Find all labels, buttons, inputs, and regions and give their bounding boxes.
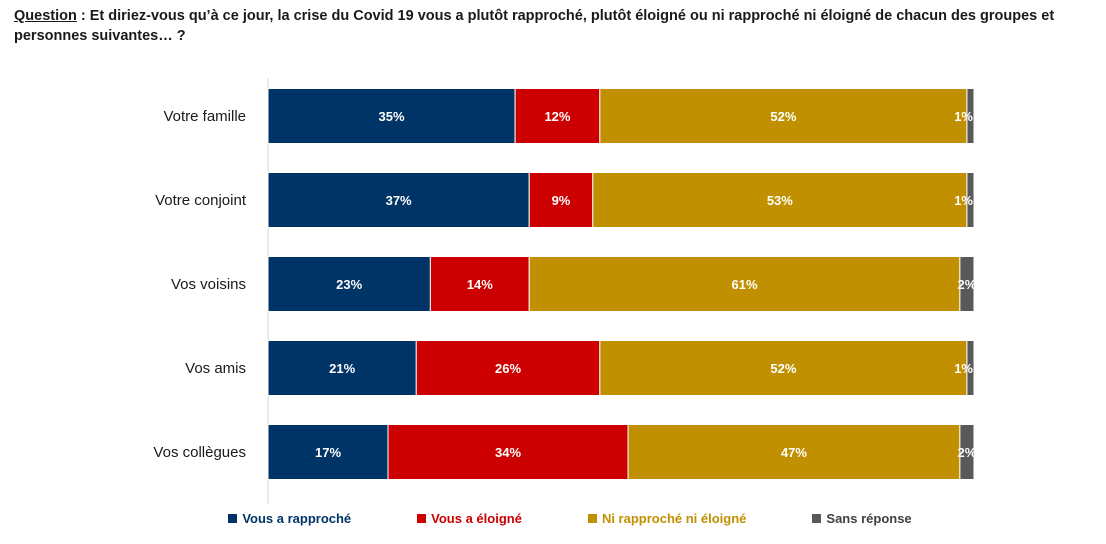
value-label-votre-conjoint-vous-a-eloigne: 9% bbox=[552, 193, 571, 208]
question-text: Question : Et diriez-vous qu’à ce jour, … bbox=[14, 6, 1099, 46]
stacked-bar-chart: Votre famille 35% 12% 52% 1% Votre conjoint 37… bbox=[153, 78, 977, 504]
value-label-vos-collegues-sans-reponse: 2% bbox=[958, 445, 977, 460]
value-label-vos-voisins-vous-a-rapproche: 23% bbox=[336, 277, 362, 292]
value-label-vos-collegues-vous-a-eloigne: 34% bbox=[495, 445, 521, 460]
category-label-vos-voisins: Vos voisins bbox=[171, 276, 246, 293]
bar-vos-collegues-sans-reponse bbox=[959, 424, 975, 480]
legend-label-ni-rapproche-ni-eloigne: Ni rapproché ni éloigné bbox=[601, 511, 747, 526]
value-label-vos-voisins-ni-rapproche-ni-eloigne: 61% bbox=[732, 277, 758, 292]
bar-votre-conjoint-ni-rapproche-ni-eloigne bbox=[592, 172, 968, 228]
legend-item-ni-rapproche-ni-eloigne: Ni rapproché ni éloigné bbox=[554, 511, 746, 526]
bar-vos-voisins-sans-reponse bbox=[959, 256, 975, 312]
question-label: Question bbox=[14, 8, 77, 24]
value-label-vos-voisins-sans-reponse: 2% bbox=[958, 277, 977, 292]
question-body: Et diriez-vous qu’à ce jour, la crise du… bbox=[14, 8, 1055, 44]
value-label-votre-famille-vous-a-rapproche: 35% bbox=[379, 109, 405, 124]
category-label-votre-conjoint: Votre conjoint bbox=[155, 192, 247, 209]
legend-label-vous-a-rapproche: Vous a rapproché bbox=[242, 511, 352, 526]
bar-vos-amis-sans-reponse bbox=[966, 340, 975, 396]
bar-votre-famille-ni-rapproche-ni-eloigne bbox=[599, 88, 968, 144]
legend-swatch-vous-a-rapproche bbox=[228, 514, 238, 523]
value-label-votre-famille-vous-a-eloigne: 12% bbox=[544, 109, 570, 124]
value-label-votre-conjoint-vous-a-rapproche: 37% bbox=[386, 193, 412, 208]
value-label-vos-amis-vous-a-eloigne: 26% bbox=[495, 361, 521, 376]
category-label-votre-famille: Votre famille bbox=[163, 108, 246, 125]
chart-legend: Vous a rapproché Vous a éloigné Ni rapproc… bbox=[0, 511, 1106, 526]
bar-vos-voisins-ni-rapproche-ni-eloigne bbox=[528, 256, 961, 312]
value-label-votre-famille-ni-rapproche-ni-eloigne: 52% bbox=[770, 109, 796, 124]
value-label-vos-amis-sans-reponse: 1% bbox=[954, 361, 973, 376]
category-label-vos-amis: Vos amis bbox=[185, 360, 246, 377]
bar-vos-collegues-ni-rapproche-ni-eloigne bbox=[627, 424, 961, 480]
value-label-vos-collegues-ni-rapproche-ni-eloigne: 47% bbox=[781, 445, 807, 460]
legend-label-vous-a-eloigne: Vous a éloigné bbox=[431, 511, 522, 526]
bar-vos-collegues-vous-a-rapproche bbox=[267, 424, 389, 480]
legend-label-sans-reponse: Sans réponse bbox=[826, 511, 912, 526]
legend-swatch-vous-a-eloigne bbox=[417, 514, 427, 523]
bar-vos-amis-vous-a-eloigne bbox=[415, 340, 601, 396]
value-label-vos-collegues-vous-a-rapproche: 17% bbox=[315, 445, 341, 460]
value-label-vos-voisins-vous-a-eloigne: 14% bbox=[467, 277, 493, 292]
value-label-vos-amis-ni-rapproche-ni-eloigne: 52% bbox=[770, 361, 796, 376]
legend-swatch-sans-reponse bbox=[812, 514, 822, 523]
legend-item-vous-a-eloigne: Vous a éloigné bbox=[383, 511, 522, 526]
bar-vos-collegues-vous-a-eloigne bbox=[387, 424, 629, 480]
bar-vos-amis-vous-a-rapproche bbox=[267, 340, 417, 396]
bar-votre-famille-vous-a-rapproche bbox=[267, 88, 516, 144]
value-label-vos-amis-vous-a-rapproche: 21% bbox=[329, 361, 355, 376]
legend-item-sans-reponse: Sans réponse bbox=[778, 511, 912, 526]
bar-votre-famille-vous-a-eloigne bbox=[514, 88, 601, 144]
bar-vos-voisins-vous-a-rapproche bbox=[267, 256, 431, 312]
legend-item-vous-a-rapproche: Vous a rapproché bbox=[194, 511, 351, 526]
value-label-votre-conjoint-ni-rapproche-ni-eloigne: 53% bbox=[767, 193, 793, 208]
value-label-votre-famille-sans-reponse: 1% bbox=[954, 109, 973, 124]
value-label-votre-conjoint-sans-reponse: 1% bbox=[954, 193, 973, 208]
bar-votre-famille-sans-reponse bbox=[966, 88, 975, 144]
question-separator: : bbox=[76, 8, 90, 24]
bar-vos-amis-ni-rapproche-ni-eloigne bbox=[599, 340, 968, 396]
legend-swatch-ni-rapproche-ni-eloigne bbox=[587, 514, 597, 523]
bar-vos-voisins-vous-a-eloigne bbox=[429, 256, 530, 312]
bar-votre-conjoint-sans-reponse bbox=[966, 172, 975, 228]
category-label-vos-collegues: Vos collègues bbox=[153, 444, 246, 461]
